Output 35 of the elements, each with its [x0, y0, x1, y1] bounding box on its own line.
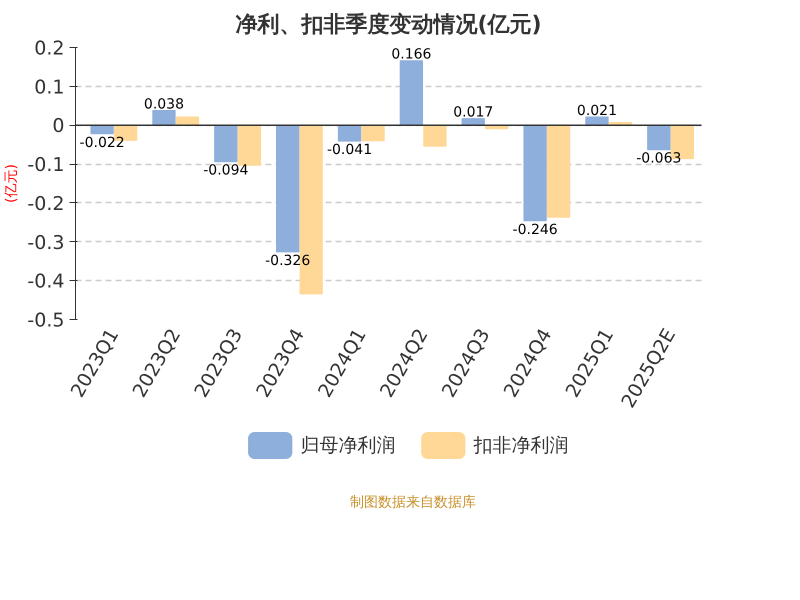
- bar: [423, 124, 447, 147]
- bar: [400, 60, 424, 126]
- legend-label: 扣非净利润: [472, 434, 569, 456]
- data-label: -0.094: [203, 162, 248, 179]
- bar: [546, 124, 570, 218]
- y-tick-label: -0.1: [27, 154, 65, 176]
- bar: [152, 110, 176, 126]
- data-label: -0.326: [265, 252, 310, 269]
- data-label: -0.246: [512, 222, 558, 238]
- bar: [214, 124, 238, 162]
- y-tick-label: 0.2: [34, 38, 64, 60]
- y-tick-label: -0.2: [27, 192, 65, 215]
- y-tick-label: -0.4: [27, 270, 65, 293]
- bar: [523, 124, 547, 222]
- data-label: 0.017: [453, 104, 494, 121]
- data-label: 0.021: [576, 103, 618, 120]
- y-tick-label: -0.3: [27, 232, 65, 254]
- data-label: -0.041: [326, 142, 372, 158]
- data-label: -0.022: [80, 134, 125, 151]
- y-tick-label: -0.5: [27, 310, 65, 332]
- chart-title: 净利、扣非季度变动情况(亿元): [235, 12, 542, 38]
- data-label: 0.038: [144, 96, 184, 112]
- y-tick-label: 0.1: [34, 76, 64, 98]
- bar: [361, 124, 385, 142]
- text: 制图数据来自数据库: [350, 494, 476, 510]
- bar: [647, 124, 670, 150]
- bar: [276, 124, 300, 252]
- bar: [90, 124, 114, 134]
- bar: [238, 124, 261, 166]
- data-label: -0.063: [636, 150, 682, 167]
- bar: [338, 124, 362, 142]
- y-tick-label: 0: [52, 115, 65, 138]
- y-axis-title: (亿元): [3, 164, 20, 203]
- legend-label: 归母净利润: [300, 434, 396, 456]
- data-label: 0.166: [391, 46, 432, 63]
